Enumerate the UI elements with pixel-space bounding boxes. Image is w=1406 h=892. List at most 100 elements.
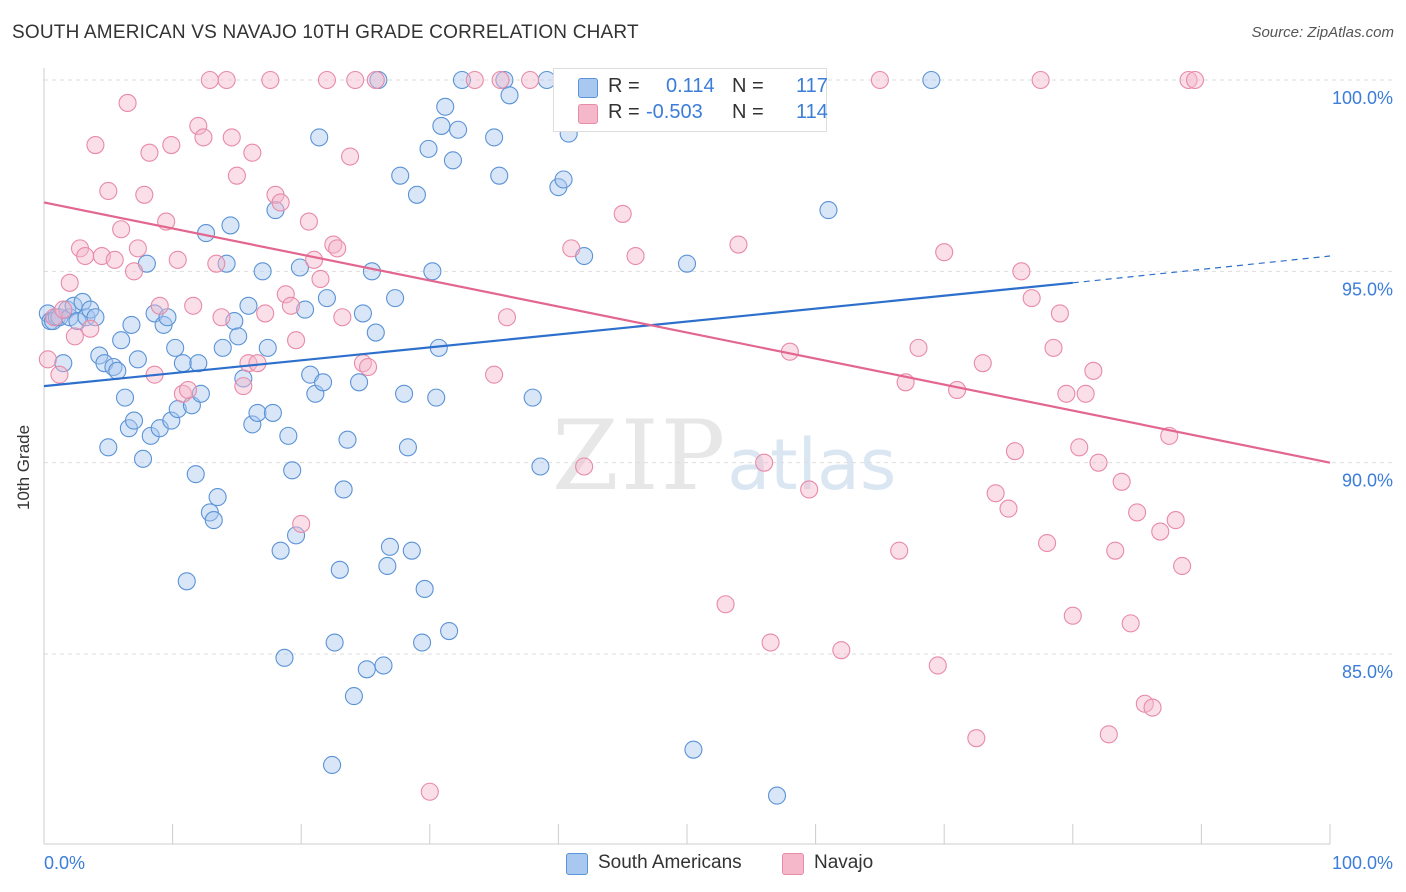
data-point-navajo	[800, 480, 819, 499]
data-point-navajo	[909, 338, 928, 357]
data-point-south-american	[922, 70, 941, 90]
legend-n-label: N =	[732, 101, 764, 123]
data-point-navajo	[118, 93, 137, 113]
data-point-navajo	[184, 296, 203, 315]
data-point-navajo	[317, 70, 336, 90]
data-point-navajo	[1179, 70, 1198, 90]
data-point-navajo	[1050, 304, 1069, 323]
data-point-south-american	[330, 560, 349, 579]
data-point-navajo	[1038, 533, 1057, 553]
data-point-navajo	[243, 143, 262, 162]
data-point-south-american	[554, 170, 573, 189]
data-point-south-american	[290, 258, 309, 277]
data-point-south-american	[391, 166, 410, 185]
data-point-navajo	[716, 595, 735, 614]
trendline-extension	[1072, 255, 1331, 284]
data-point-south-american	[283, 461, 302, 480]
data-point-navajo	[986, 484, 1005, 503]
data-point-navajo	[76, 246, 95, 266]
data-point-south-american	[380, 537, 399, 556]
data-point-navajo	[150, 296, 169, 315]
data-point-south-american	[443, 151, 462, 170]
data-point-navajo	[271, 193, 290, 212]
data-point-south-american	[258, 338, 277, 357]
data-point-navajo	[50, 365, 69, 384]
data-point-navajo	[729, 235, 748, 254]
data-point-navajo	[305, 250, 324, 269]
data-point-south-american	[677, 254, 697, 273]
data-point-navajo	[140, 143, 159, 162]
data-point-south-american	[485, 128, 504, 147]
data-point-south-american	[531, 457, 550, 476]
data-point-navajo	[1022, 289, 1041, 308]
bottom-legend-label: South Americans	[598, 852, 742, 873]
data-point-navajo	[870, 70, 889, 90]
data-point-navajo	[54, 300, 73, 319]
data-point-south-american	[419, 139, 438, 158]
data-point-south-american	[221, 216, 240, 235]
data-point-navajo	[1089, 453, 1108, 472]
data-point-south-american	[767, 786, 787, 805]
data-point-south-american	[413, 633, 432, 652]
data-point-navajo	[359, 357, 378, 377]
data-point-south-american	[177, 572, 196, 591]
data-point-navajo	[1044, 338, 1063, 357]
data-point-navajo	[1143, 698, 1162, 717]
data-point-south-american	[432, 116, 451, 135]
data-point-south-american	[253, 262, 272, 281]
data-point-navajo	[1070, 438, 1089, 457]
data-point-navajo	[366, 70, 385, 90]
data-point-navajo	[575, 457, 594, 476]
data-point-south-american	[115, 388, 135, 407]
data-point-south-american	[819, 201, 838, 220]
bottom-legend-swatch-blue	[566, 853, 588, 875]
legend-r-value: 0.114	[666, 75, 715, 97]
data-point-navajo	[222, 128, 241, 147]
data-point-south-american	[279, 426, 298, 445]
data-point-south-american	[166, 338, 185, 357]
data-point-navajo	[212, 308, 231, 327]
data-point-south-american	[386, 289, 405, 308]
chart-title: SOUTH AMERICAN VS NAVAJO 10TH GRADE CORR…	[12, 22, 639, 43]
data-point-south-american	[500, 86, 519, 105]
data-point-south-american	[374, 656, 393, 675]
data-point-south-american	[217, 254, 236, 273]
bottom-legend-swatch-pink	[782, 853, 804, 875]
data-point-south-american	[275, 648, 294, 667]
data-point-south-american	[162, 411, 181, 430]
data-point-navajo	[128, 239, 147, 258]
data-point-navajo	[287, 331, 306, 350]
data-point-south-american	[366, 323, 385, 342]
data-point-navajo	[1031, 70, 1050, 90]
legend-swatch-blue	[578, 78, 598, 98]
data-point-south-american	[378, 556, 397, 576]
data-point-navajo	[1005, 442, 1024, 461]
data-point-navajo	[227, 166, 246, 185]
data-point-navajo	[613, 204, 632, 223]
data-point-south-american	[213, 338, 232, 357]
data-point-south-american	[186, 465, 205, 484]
data-point-south-american	[124, 411, 144, 430]
data-point-south-american	[310, 128, 329, 147]
data-point-south-american	[440, 621, 459, 641]
data-point-navajo	[832, 641, 851, 660]
data-point-south-american	[133, 449, 153, 468]
data-point-navajo	[755, 453, 774, 472]
data-point-south-american	[357, 660, 376, 679]
data-point-navajo	[999, 499, 1018, 518]
data-point-navajo	[761, 633, 780, 652]
trendline-south-americans	[43, 281, 1073, 388]
data-point-navajo	[38, 350, 57, 369]
data-point-navajo	[162, 136, 181, 155]
data-point-navajo	[276, 285, 295, 304]
data-point-navajo	[328, 239, 347, 258]
data-point-south-american	[436, 97, 455, 116]
data-point-south-american	[523, 388, 542, 407]
data-point-south-american	[395, 384, 414, 403]
data-point-navajo	[491, 70, 510, 90]
data-point-navajo	[311, 269, 330, 289]
data-point-navajo	[86, 136, 105, 155]
data-point-navajo	[1099, 725, 1118, 744]
data-point-south-american	[314, 373, 333, 392]
data-point-navajo	[890, 541, 909, 560]
